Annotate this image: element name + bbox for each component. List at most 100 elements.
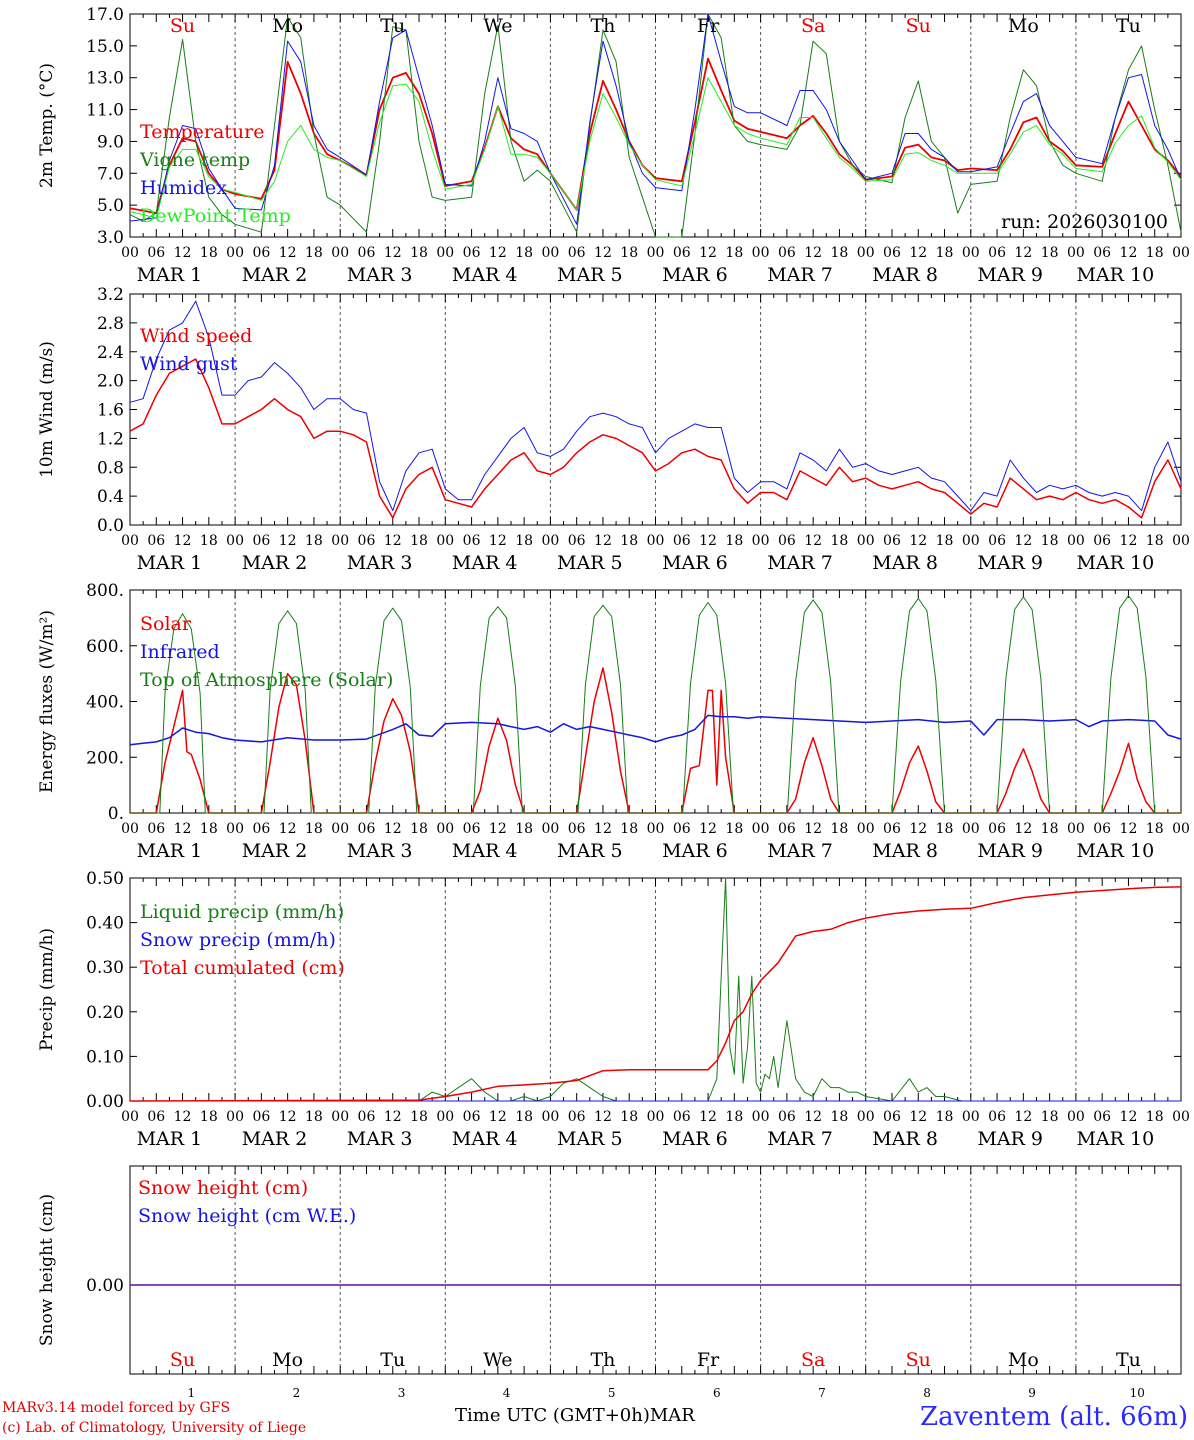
hour-tick-label: 18 xyxy=(831,533,849,549)
date-label: MAR 9 xyxy=(977,840,1043,862)
hour-tick-label: 12 xyxy=(174,1109,192,1125)
date-label: MAR 8 xyxy=(872,552,938,574)
hour-tick-label: 12 xyxy=(174,533,192,549)
hour-tick-label: 06 xyxy=(1093,533,1111,549)
weekday-label: Th xyxy=(590,15,615,37)
hour-tick-label: 12 xyxy=(174,245,192,261)
hour-tick-label: 00 xyxy=(436,1109,454,1125)
hour-tick-label: 18 xyxy=(1041,821,1059,837)
y-tick-label: 0. xyxy=(108,804,124,824)
date-label: MAR 6 xyxy=(662,264,728,286)
date-label: MAR 7 xyxy=(767,264,833,286)
y-tick-label: 3.0 xyxy=(97,228,124,248)
y-tick-label: 0.50 xyxy=(86,869,124,889)
hour-tick-label: 18 xyxy=(515,1109,533,1125)
hour-tick-label: 18 xyxy=(410,1109,428,1125)
hour-tick-label: 06 xyxy=(778,245,796,261)
hour-tick-label: 06 xyxy=(252,245,270,261)
hour-tick-label: 18 xyxy=(1041,533,1059,549)
date-label: MAR 3 xyxy=(347,1128,413,1150)
date-label: MAR 10 xyxy=(1076,552,1154,574)
hour-tick-label: 12 xyxy=(1014,533,1032,549)
hour-tick-label: 00 xyxy=(752,821,770,837)
hour-tick-label: 00 xyxy=(331,1109,349,1125)
hour-tick-label: 00 xyxy=(962,245,980,261)
weekday-label: Sa xyxy=(801,1349,825,1371)
hour-tick-label: 00 xyxy=(1172,245,1190,261)
hour-tick-label: 00 xyxy=(857,1109,875,1125)
hour-tick-label: 00 xyxy=(647,821,665,837)
hour-tick-label: 00 xyxy=(121,533,139,549)
hour-tick-label: 18 xyxy=(1146,1109,1164,1125)
weekday-label: Su xyxy=(906,15,931,37)
series-humidex xyxy=(129,13,1182,225)
hour-tick-label: 06 xyxy=(673,821,691,837)
y-tick-label: 2.8 xyxy=(97,314,124,334)
hour-tick-label: 18 xyxy=(305,821,323,837)
hour-tick-label: 18 xyxy=(515,821,533,837)
date-label: MAR 2 xyxy=(242,552,308,574)
hour-tick-label: 12 xyxy=(1014,245,1032,261)
legend-entry: Humidex xyxy=(140,177,227,199)
y-tick-label: 800. xyxy=(86,581,124,601)
hour-tick-label: 12 xyxy=(699,245,717,261)
hour-tick-label: 06 xyxy=(147,245,165,261)
legend-entry: Top of Atmosphere (Solar) xyxy=(140,669,393,691)
hour-tick-label: 00 xyxy=(226,1109,244,1125)
hour-tick-label: 18 xyxy=(620,245,638,261)
weekday-label: We xyxy=(483,1349,512,1371)
day-number: 2 xyxy=(293,1386,301,1400)
weekday-label: Su xyxy=(906,1349,931,1371)
time-axis-label: Time UTC (GMT+0h) xyxy=(455,1405,650,1426)
hour-tick-label: 12 xyxy=(594,245,612,261)
hour-tick-label: 18 xyxy=(410,821,428,837)
hour-tick-label: 00 xyxy=(1172,821,1190,837)
series-vigne-temp xyxy=(129,13,1182,238)
date-label: MAR 7 xyxy=(767,552,833,574)
hour-tick-label: 00 xyxy=(752,533,770,549)
date-label: MAR 1 xyxy=(137,1128,203,1150)
hour-tick-label: 06 xyxy=(463,1109,481,1125)
hour-tick-label: 06 xyxy=(988,533,1006,549)
y-tick-label: 5.0 xyxy=(97,196,124,216)
hour-tick-label: 00 xyxy=(121,821,139,837)
hour-tick-label: 00 xyxy=(962,821,980,837)
y-tick-label: 17.0 xyxy=(86,5,124,25)
hour-tick-label: 12 xyxy=(804,245,822,261)
hour-tick-label: 00 xyxy=(541,245,559,261)
hour-tick-label: 00 xyxy=(1172,1109,1190,1125)
y-tick-label: 15.0 xyxy=(86,37,124,57)
date-label: MAR 10 xyxy=(1076,1128,1154,1150)
hour-tick-label: 06 xyxy=(358,821,376,837)
panel-temperature: 3.0 5.0 7.0 9.0 11.0 13.0 15.0 17.0 2m Temp. (°C… xyxy=(37,5,1190,286)
legend-entry: Total cumulated (cm) xyxy=(140,957,345,979)
hour-tick-label: 12 xyxy=(699,1109,717,1125)
time-axis-title: Time UTC (GMT+0h)MAR xyxy=(455,1405,695,1426)
date-label: MAR 10 xyxy=(1076,840,1154,862)
hour-tick-label: 12 xyxy=(384,821,402,837)
date-label: MAR 2 xyxy=(242,840,308,862)
y-tick-label: 0.40 xyxy=(86,914,124,934)
legend-entry: Snow height (cm) xyxy=(138,1177,308,1199)
hour-tick-label: 06 xyxy=(883,821,901,837)
day-number: 9 xyxy=(1028,1386,1036,1400)
series-infrared xyxy=(129,714,1182,746)
date-label: MAR 4 xyxy=(452,552,518,574)
day-number: 3 xyxy=(398,1386,406,1400)
hour-tick-label: 06 xyxy=(568,821,586,837)
hour-tick-label: 12 xyxy=(1014,1109,1032,1125)
hour-tick-label: 06 xyxy=(568,533,586,549)
hour-tick-label: 06 xyxy=(1093,821,1111,837)
hour-tick-label: 18 xyxy=(831,1109,849,1125)
hour-tick-label: 12 xyxy=(1120,821,1138,837)
weekday-label: Su xyxy=(170,15,195,37)
date-label: MAR 4 xyxy=(452,1128,518,1150)
date-label: MAR 1 xyxy=(137,840,203,862)
legend-entry: Infrared xyxy=(140,641,220,663)
y-tick-label: 0.10 xyxy=(86,1047,124,1067)
weekday-label: Fr xyxy=(697,15,720,37)
weekday-label: Mo xyxy=(272,1349,303,1371)
plot-frame xyxy=(129,13,1182,238)
day-number: 8 xyxy=(923,1386,931,1400)
